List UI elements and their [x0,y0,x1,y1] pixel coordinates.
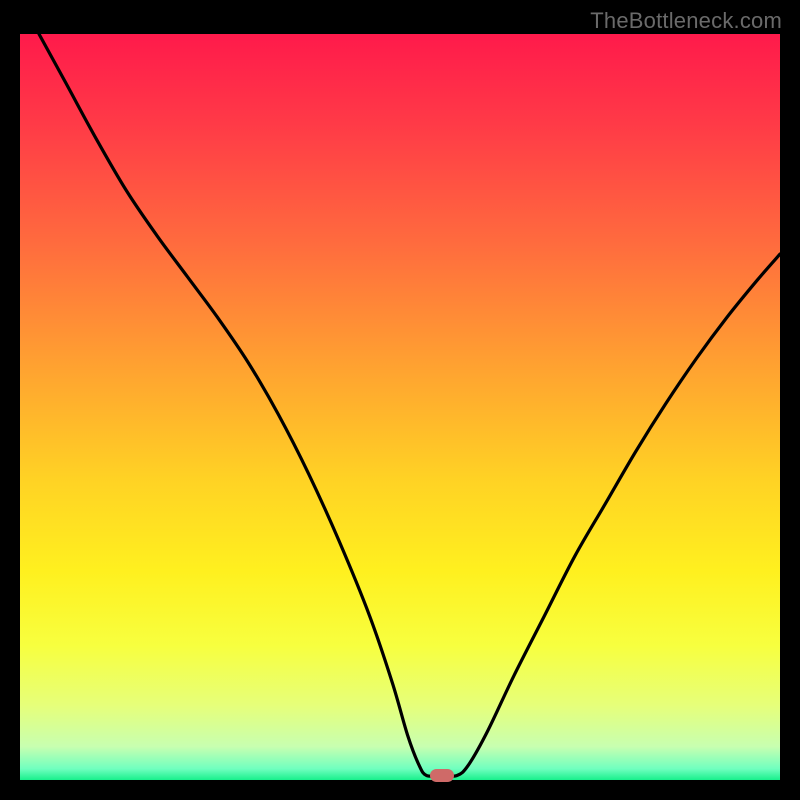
plot-svg [20,34,780,780]
watermark-text: TheBottleneck.com [590,8,782,34]
plot-area [20,34,780,780]
chart-frame: TheBottleneck.com [0,0,800,800]
optimum-marker [430,769,454,782]
gradient-background [20,34,780,780]
